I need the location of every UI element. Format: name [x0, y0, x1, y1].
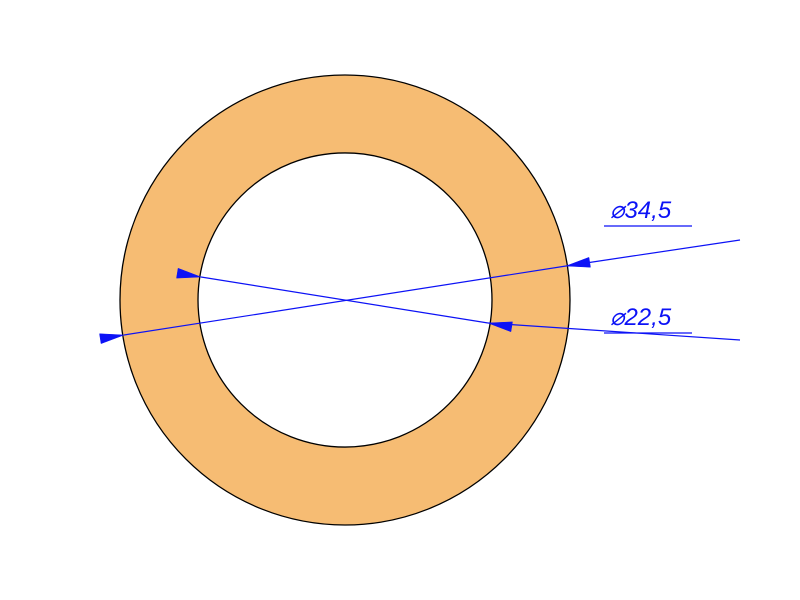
dim-arrow [100, 334, 124, 344]
dim-arrow [566, 257, 590, 267]
dim-label-outer: ⌀34,5 [610, 197, 672, 224]
dim-leader-outer [566, 240, 740, 266]
dim-label-inner: ⌀22,5 [610, 304, 672, 331]
